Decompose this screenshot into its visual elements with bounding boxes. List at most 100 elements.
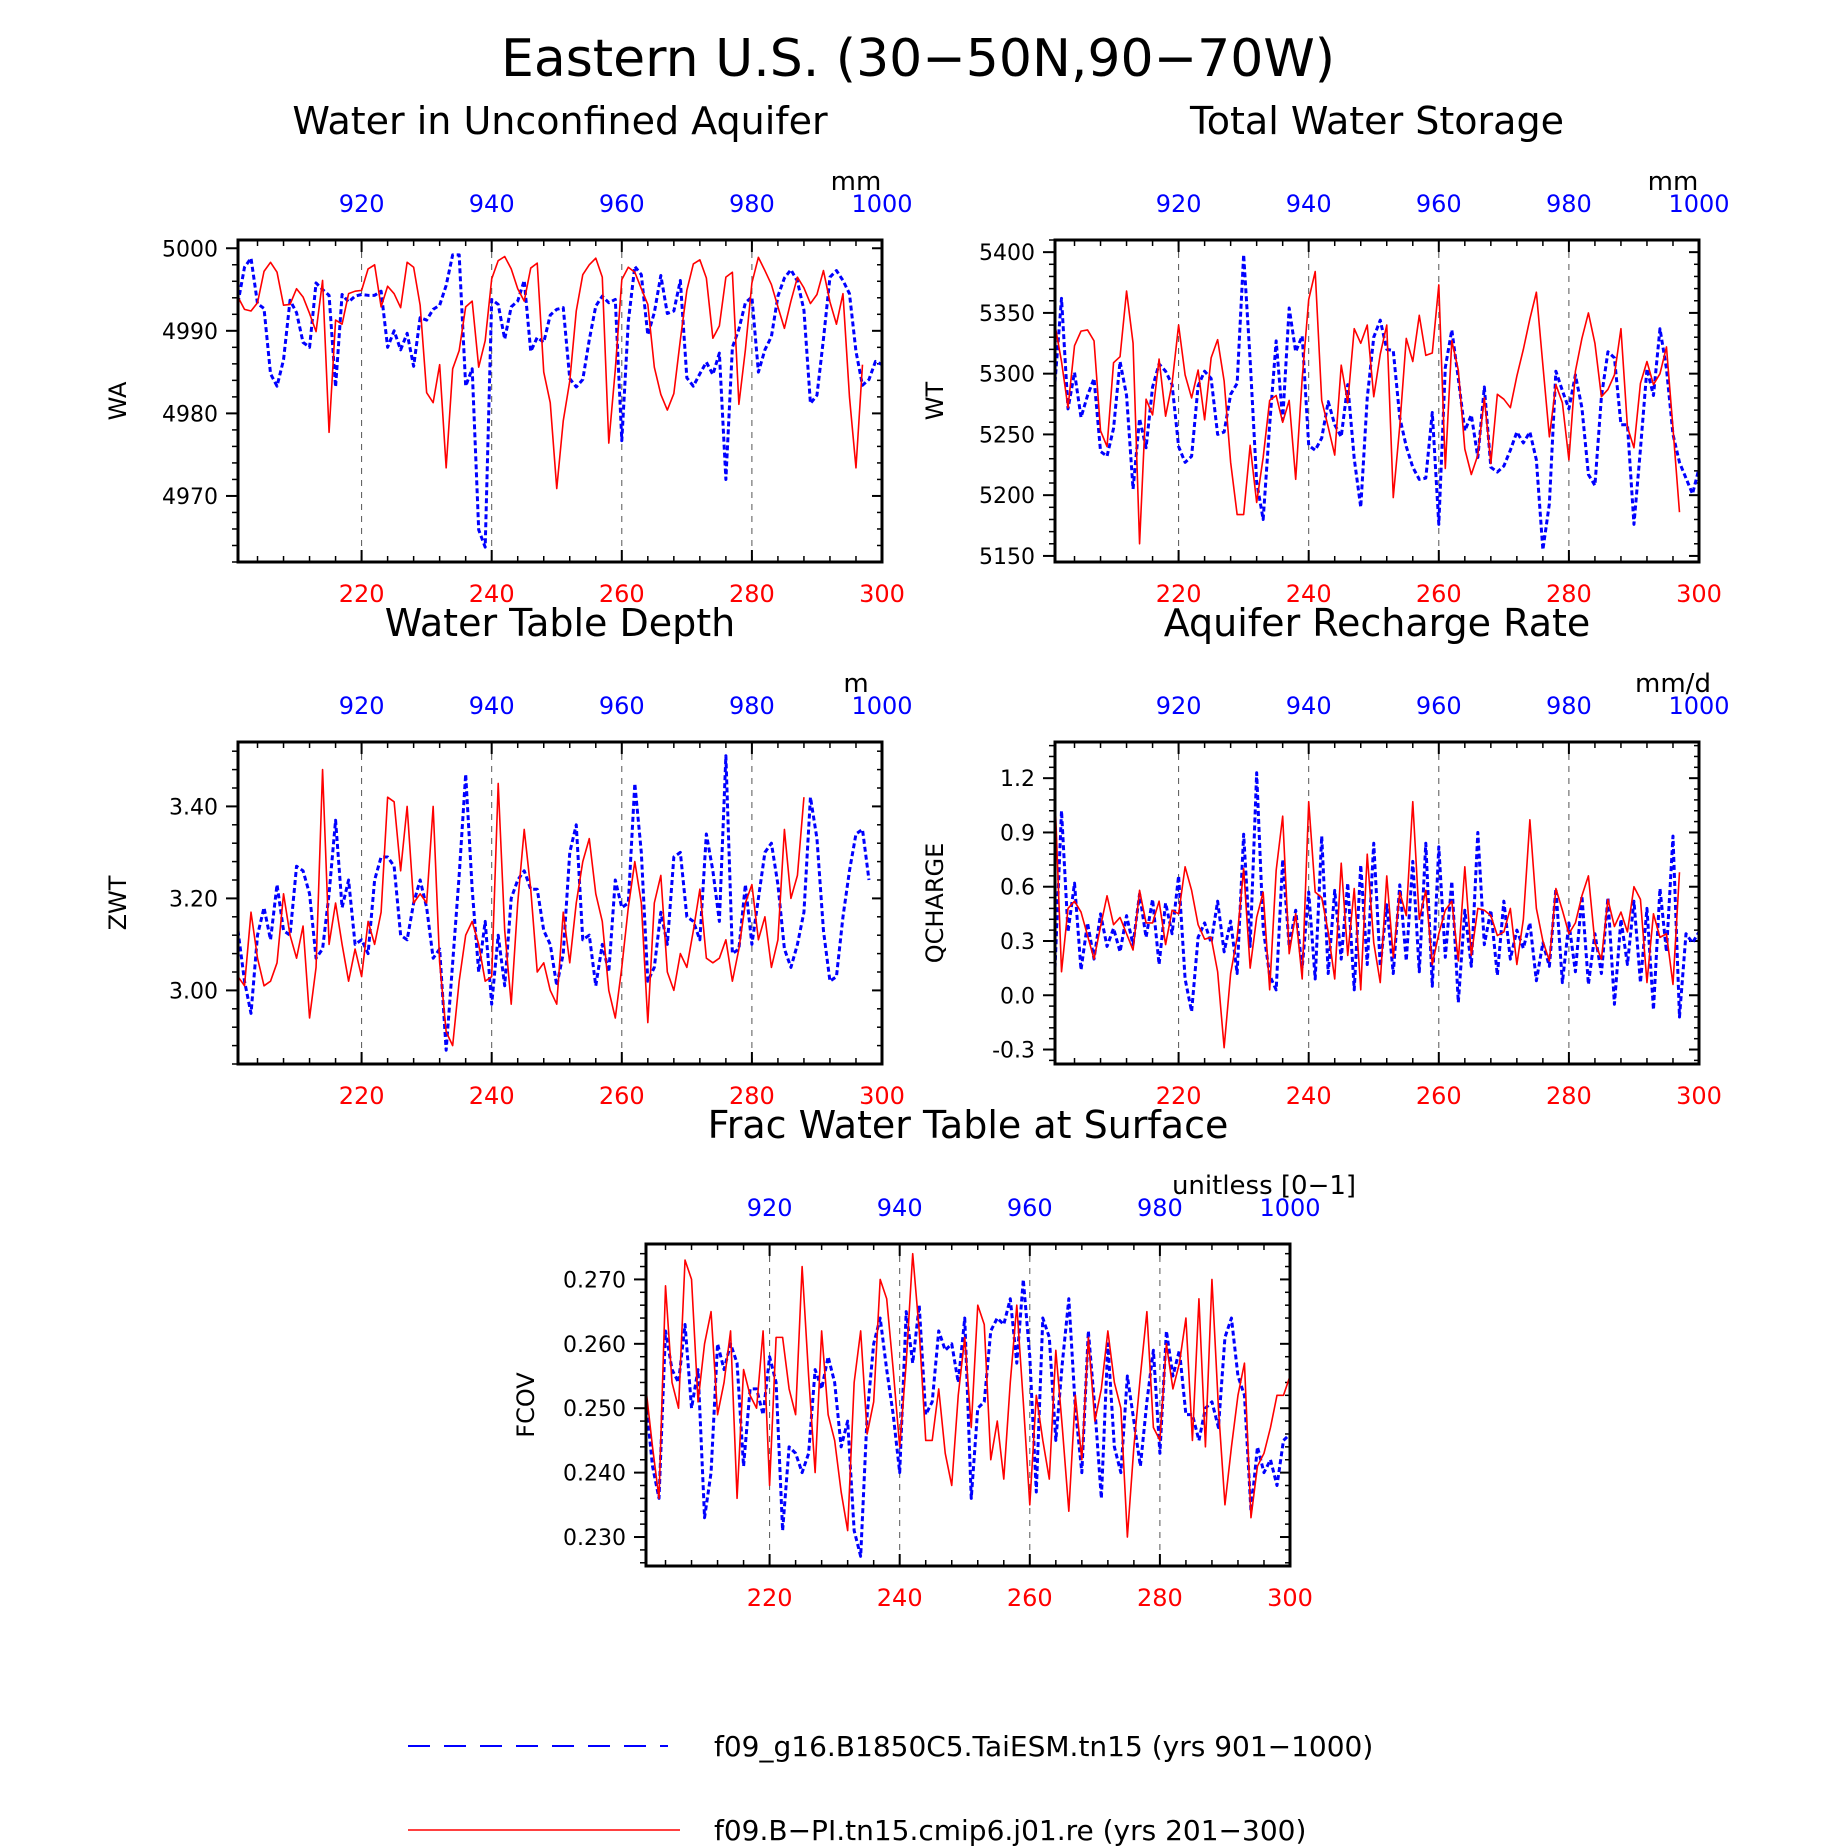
x-top-tick-label: 960 [599,692,645,720]
plot-frame [644,1242,1292,1568]
y-tick-label: 1.2 [1000,767,1035,792]
x-bottom-tick-label: 280 [1137,1584,1183,1612]
x-bottom-tick-label: 300 [1676,580,1722,608]
x-top-tick-label: 940 [1286,692,1332,720]
y-axis-label: WT [921,381,949,420]
y-tick-label: 0.260 [563,1333,626,1358]
x-bottom-tick-label: 260 [599,580,645,608]
plot-frame [1053,740,1701,1066]
y-tick-label: 5400 [979,241,1035,266]
x-top-tick-label: 960 [1416,190,1462,218]
x-bottom-tick-label: 220 [339,580,385,608]
panel-title: Frac Water Table at Surface [708,1103,1229,1147]
x-top-tick-label: 920 [339,692,385,720]
panel-title: Water in Unconfined Aquifer [292,99,828,143]
units-label: m [843,669,868,699]
series-line-cmip6 [1054,270,1681,545]
legend-label-dashed: f09_g16.B1850C5.TaiESM.tn15 (yrs 901−100… [714,1730,1373,1763]
y-tick-label: 5150 [979,545,1035,570]
series-line-taiesm [1053,771,1701,1019]
units-label: mm [831,167,882,197]
panel-fcov: Frac Water Table at Surface unitless [0−1… [512,1103,1356,1612]
x-top-tick-label: 940 [877,1194,923,1222]
series-line-cmip6 [237,768,805,1047]
y-tick-label: 3.00 [169,979,218,1004]
x-top-tick-label: 920 [1156,190,1202,218]
y-axis-label: FCOV [512,1372,540,1438]
x-top-tick-label: 920 [1156,692,1202,720]
y-tick-label: 3.20 [169,887,218,912]
x-bottom-tick-label: 220 [339,1082,385,1110]
series-line-taiesm [1053,253,1701,552]
y-tick-label: 0.270 [563,1268,626,1293]
y-axis-label: WA [104,381,132,420]
x-bottom-tick-label: 300 [859,580,905,608]
x-top-tick-label: 1000 [851,692,912,720]
panel-title: Water Table Depth [385,601,736,645]
y-tick-label: 3.40 [169,795,218,820]
x-bottom-tick-label: 300 [1267,1584,1313,1612]
x-top-tick-label: 980 [729,190,775,218]
y-axis-label: ZWT [104,875,132,930]
x-bottom-tick-label: 240 [1286,580,1332,608]
plot-frame [236,238,884,564]
x-top-tick-label: 960 [1007,1194,1053,1222]
x-bottom-tick-label: 260 [1416,1082,1462,1110]
x-bottom-tick-label: 260 [1007,1584,1053,1612]
x-bottom-tick-label: 240 [469,580,515,608]
x-top-tick-label: 980 [729,692,775,720]
y-tick-label: 5350 [979,302,1035,327]
x-top-tick-label: 1000 [851,190,912,218]
x-bottom-tick-label: 260 [1416,580,1462,608]
x-top-tick-label: 960 [1416,692,1462,720]
panel-title: Aquifer Recharge Rate [1164,601,1591,645]
y-tick-label: 0.3 [1000,930,1035,955]
legend-label-solid: f09.B−PI.tn15.cmip6.j01.re (yrs 201−300) [714,1814,1306,1847]
y-tick-label: 4970 [162,485,218,510]
y-tick-label: 5300 [979,363,1035,388]
units-label: mm/d [1635,669,1711,699]
figure-title: Eastern U.S. (30−50N,90−70W) [501,29,1335,89]
x-top-tick-label: 920 [339,190,385,218]
y-tick-label: -0.3 [992,1039,1035,1064]
x-bottom-tick-label: 260 [599,1082,645,1110]
y-axis-label: QCHARGE [921,843,949,964]
plot-frame [236,740,884,1066]
x-top-tick-label: 940 [469,190,515,218]
y-tick-label: 4990 [162,320,218,345]
x-bottom-tick-label: 220 [1156,1082,1202,1110]
x-top-tick-label: 980 [1546,692,1592,720]
x-top-tick-label: 940 [469,692,515,720]
x-bottom-tick-label: 300 [1676,1082,1722,1110]
y-tick-label: 5250 [979,423,1035,448]
x-top-tick-label: 1000 [1668,190,1729,218]
panel-wt: Total Water Storage mm WT 220 240 260 280 300 92… [921,99,1730,608]
series-line-taiesm [644,1277,1292,1558]
y-tick-label: 5000 [162,237,218,262]
legend: f09_g16.B1850C5.TaiESM.tn15 (yrs 901−100… [408,1730,1373,1847]
x-top-tick-label: 1000 [1259,1194,1320,1222]
x-bottom-tick-label: 280 [729,580,775,608]
y-tick-label: 5200 [979,484,1035,509]
x-top-tick-label: 940 [1286,190,1332,218]
x-bottom-tick-label: 240 [469,1082,515,1110]
y-tick-label: 0.250 [563,1397,626,1422]
x-bottom-tick-label: 280 [729,1082,775,1110]
x-top-tick-label: 960 [599,190,645,218]
y-tick-label: 4980 [162,402,218,427]
x-top-tick-label: 980 [1546,190,1592,218]
series-line-taiesm [236,754,871,1052]
x-top-tick-label: 1000 [1668,692,1729,720]
x-bottom-tick-label: 280 [1546,1082,1592,1110]
units-label: unitless [0−1] [1172,1171,1356,1201]
series-line-taiesm [236,253,883,549]
series-line-cmip6 [645,1252,1291,1538]
y-tick-label: 0.9 [1000,821,1035,846]
plot-frame [1053,238,1701,564]
y-tick-label: 0.6 [1000,876,1035,901]
y-tick-label: 0.0 [1000,984,1035,1009]
x-bottom-tick-label: 280 [1546,580,1592,608]
panel-title: Total Water Storage [1189,99,1564,143]
